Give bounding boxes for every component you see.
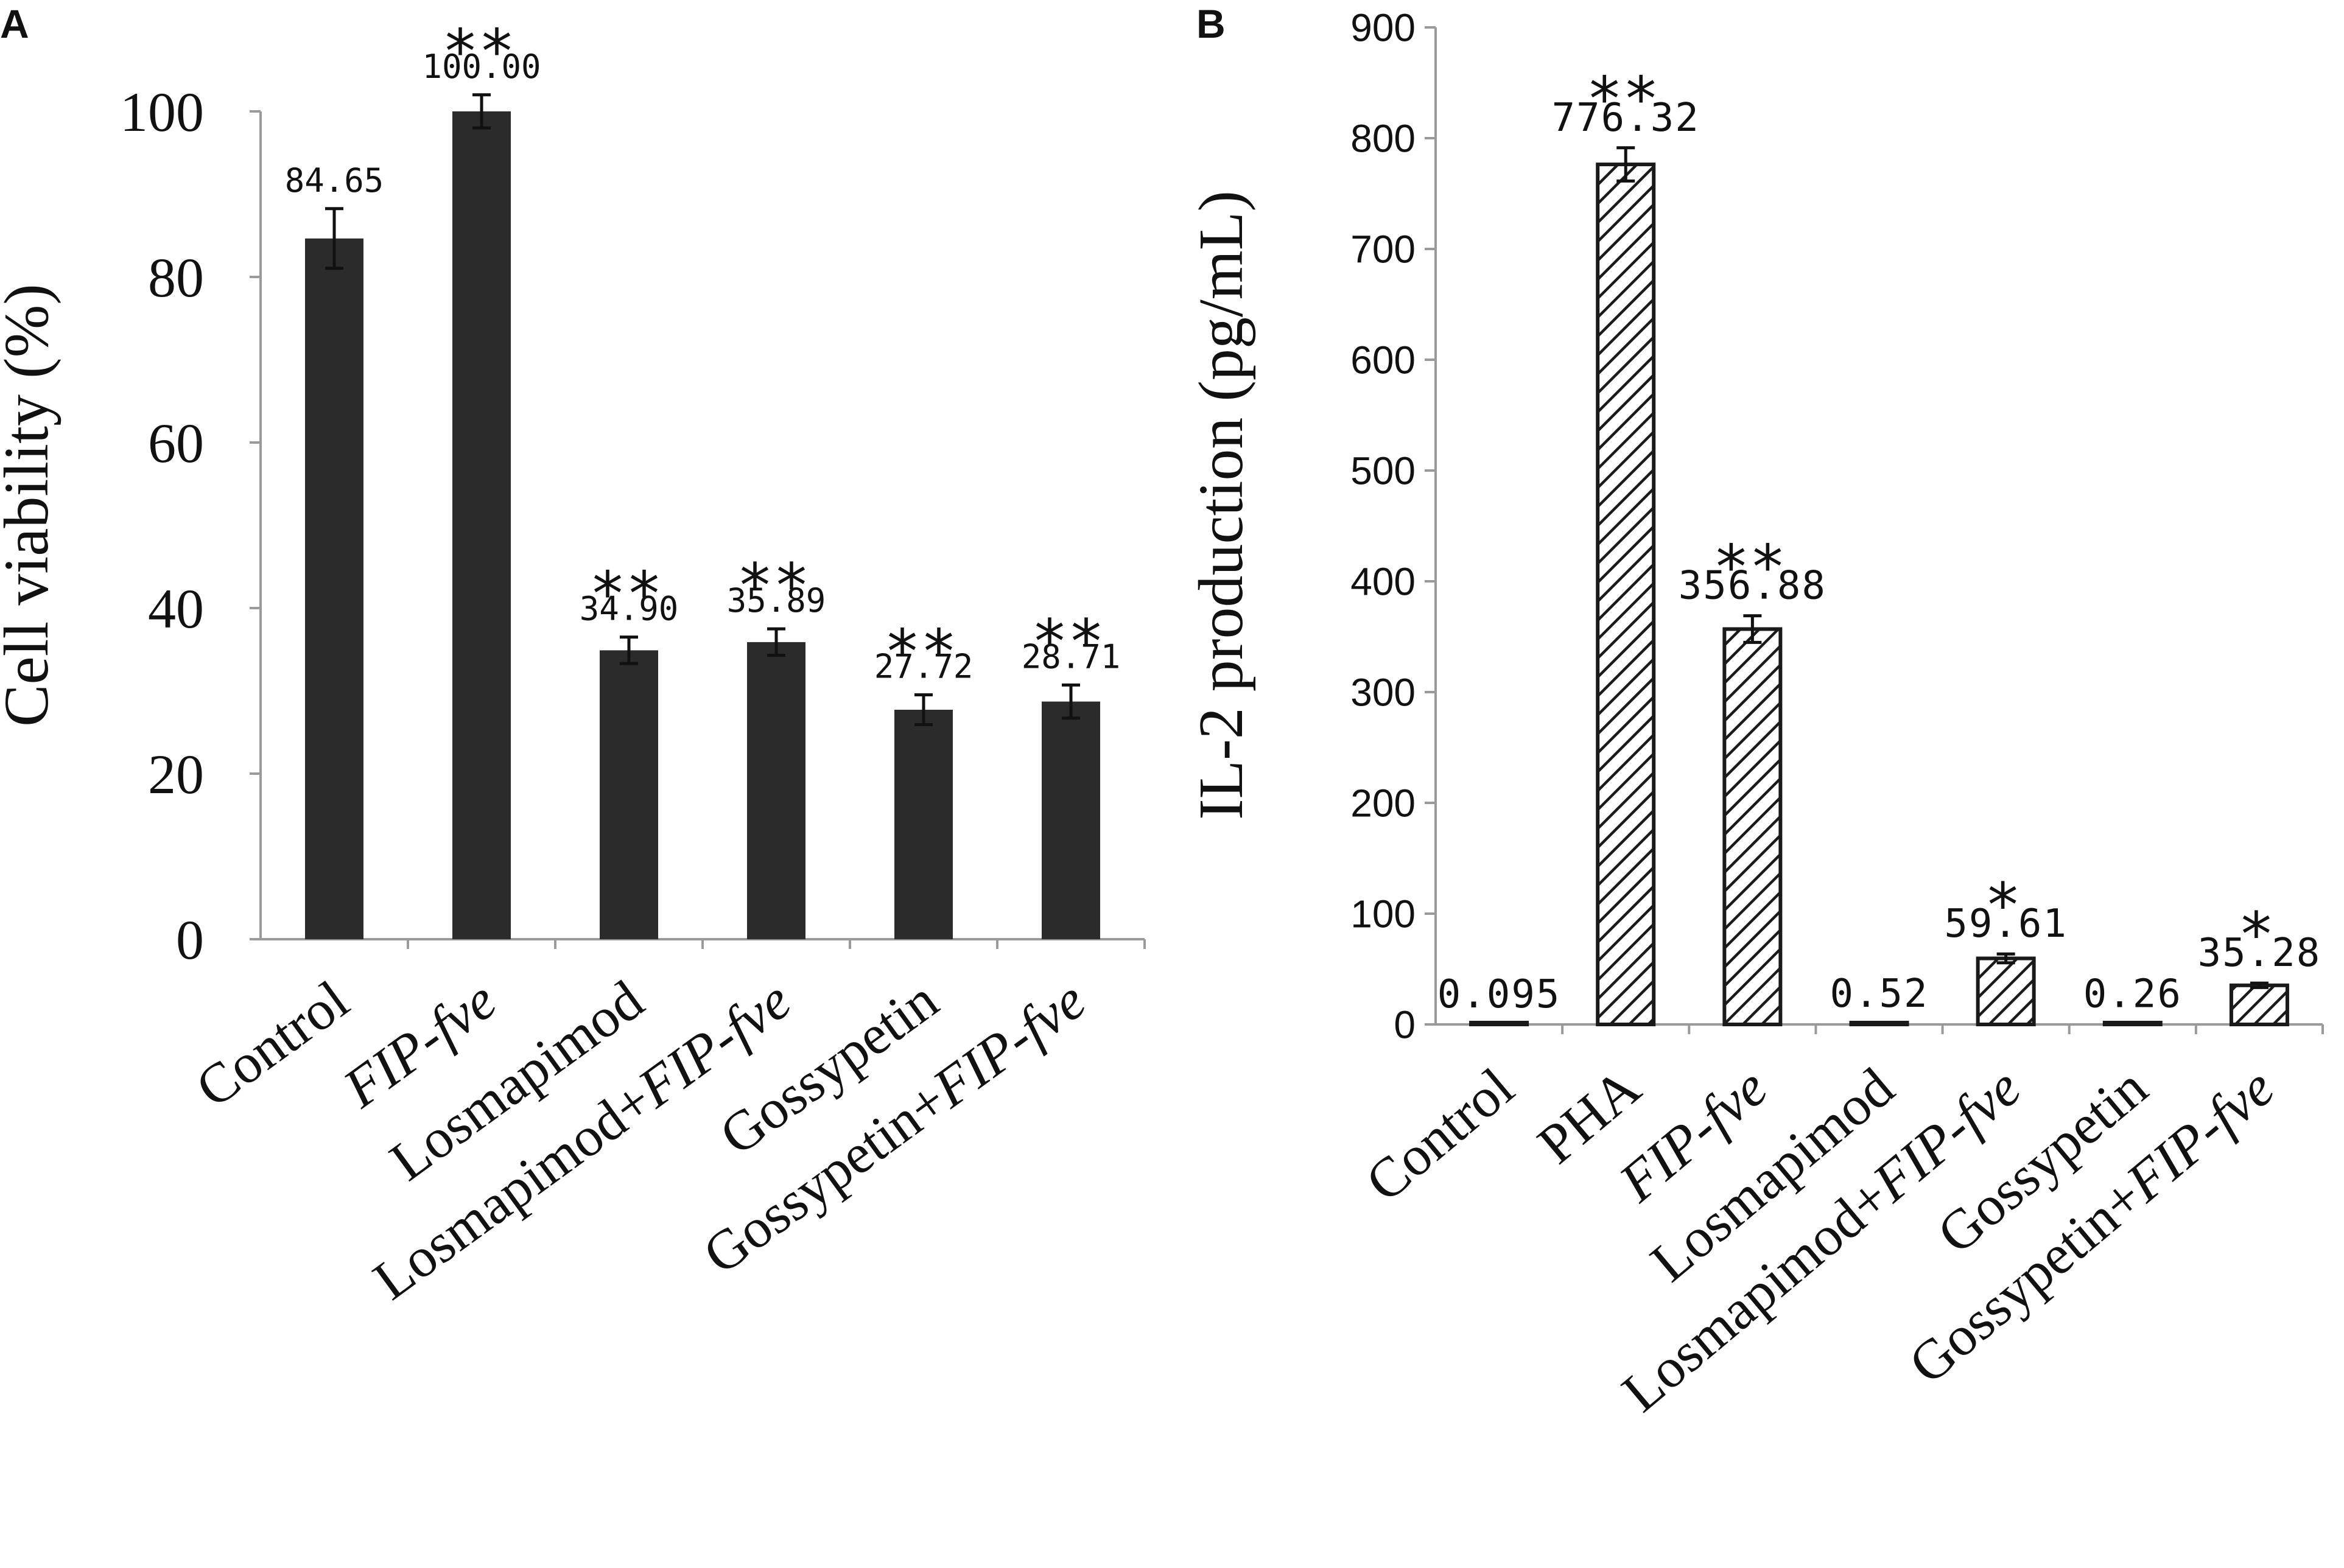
panel-b-y-tick-label: 0 [1394,1003,1416,1046]
panel-b-y-tick-label: 300 [1350,670,1416,714]
category-label-part: FIP-fve [921,968,1097,1119]
panel-b-bar [1596,163,1656,1026]
panel-a-bar [894,710,953,939]
panel-a-value-label: 100.00 [422,47,541,86]
panel-a-label: A [0,1,29,46]
panel-b-value-label: 0.095 [1437,972,1561,1017]
panel-a-bar [600,650,658,939]
panel-a-y-axis-title: Cell viability (%) [0,284,61,727]
panel-a-significance-marker: ** [740,550,813,621]
panel-b-y-tick-label: 600 [1350,338,1416,382]
panel-b: B IL-2 production (pg/mL) 0 100 200 300 400 5… [1186,1,2324,1424]
panel-b-bar [1849,1021,1909,1026]
panel-b-y-tick-label: 800 [1350,116,1416,160]
panel-a-y-tick-label: 20 [148,743,204,805]
panel-a-value-label: 84.65 [285,161,384,200]
panel-a-value-label: 28.71 [1022,637,1121,676]
panel-a-value-label: 27.72 [874,648,974,686]
panel-b-y-axis-title: IL-2 production (pg/mL) [1186,191,1256,820]
panel-b-bar [1976,956,2036,1026]
panel-a-x-category-label: Control [184,968,359,1119]
panel-b-y-tick-label: 700 [1350,227,1416,271]
panel-a-y-tick-label: 80 [148,247,204,309]
panel-b-bar [1469,1021,1529,1026]
panel-b-value-label: 776.32 [1552,96,1700,141]
panel-b-y-tick-label: 200 [1350,781,1416,825]
category-label-part: FIP-fve [2114,1056,2286,1214]
panel-a-value-label: 34.90 [580,590,679,628]
panel-b-y-tick-label: 900 [1350,5,1416,49]
panel-a-y-tick-label: 100 [120,81,204,143]
panel-a-y-tick-label: 60 [148,412,204,474]
panel-a-bar [452,111,511,939]
panel-a: A Cell viability (%) 0 20 40 60 80 100 84.65 Co… [0,1,1146,1312]
panel-b-value-label: 59.61 [1944,901,2068,947]
panel-b-significance-marker: ** [1716,531,1789,603]
panel-a-significance-marker: ** [445,16,518,87]
panel-a-value-label: 35.89 [727,581,826,620]
panel-b-significance-marker: * [2241,899,2278,970]
panel-b-bar [2229,983,2289,1027]
panel-b-y-tick-label: 100 [1350,892,1416,936]
panel-a-y-tick-label: 0 [176,909,204,971]
panel-b-significance-marker: ** [1589,63,1662,135]
panel-b-value-label: 0.26 [2083,972,2182,1017]
panel-a-bar [747,642,805,939]
panel-b-value-label: 35.28 [2198,931,2321,976]
panel-a-significance-marker: ** [1034,606,1107,677]
category-label-part: Control [184,968,359,1119]
panel-b-y-tick-label: 400 [1350,559,1416,603]
panel-b-label: B [1196,1,1226,46]
panel-b-value-label: 0.52 [1830,971,1928,1017]
category-label-part: Control [1354,1056,1525,1214]
panel-a-bar [305,238,363,939]
panel-b-x-category-label: Control [1354,1056,1525,1214]
panel-b-significance-marker: * [1988,870,2024,941]
panel-b-value-label: 356.88 [1679,564,1826,609]
panel-a-significance-marker: ** [592,558,665,629]
panel-b-bar [1722,627,1783,1026]
panel-b-bar [2102,1021,2163,1026]
panel-a-bar [1042,701,1100,939]
panel-b-y-tick-label: 500 [1350,449,1416,492]
panel-a-significance-marker: ** [887,616,960,687]
panel-a-y-tick-label: 40 [148,578,204,640]
